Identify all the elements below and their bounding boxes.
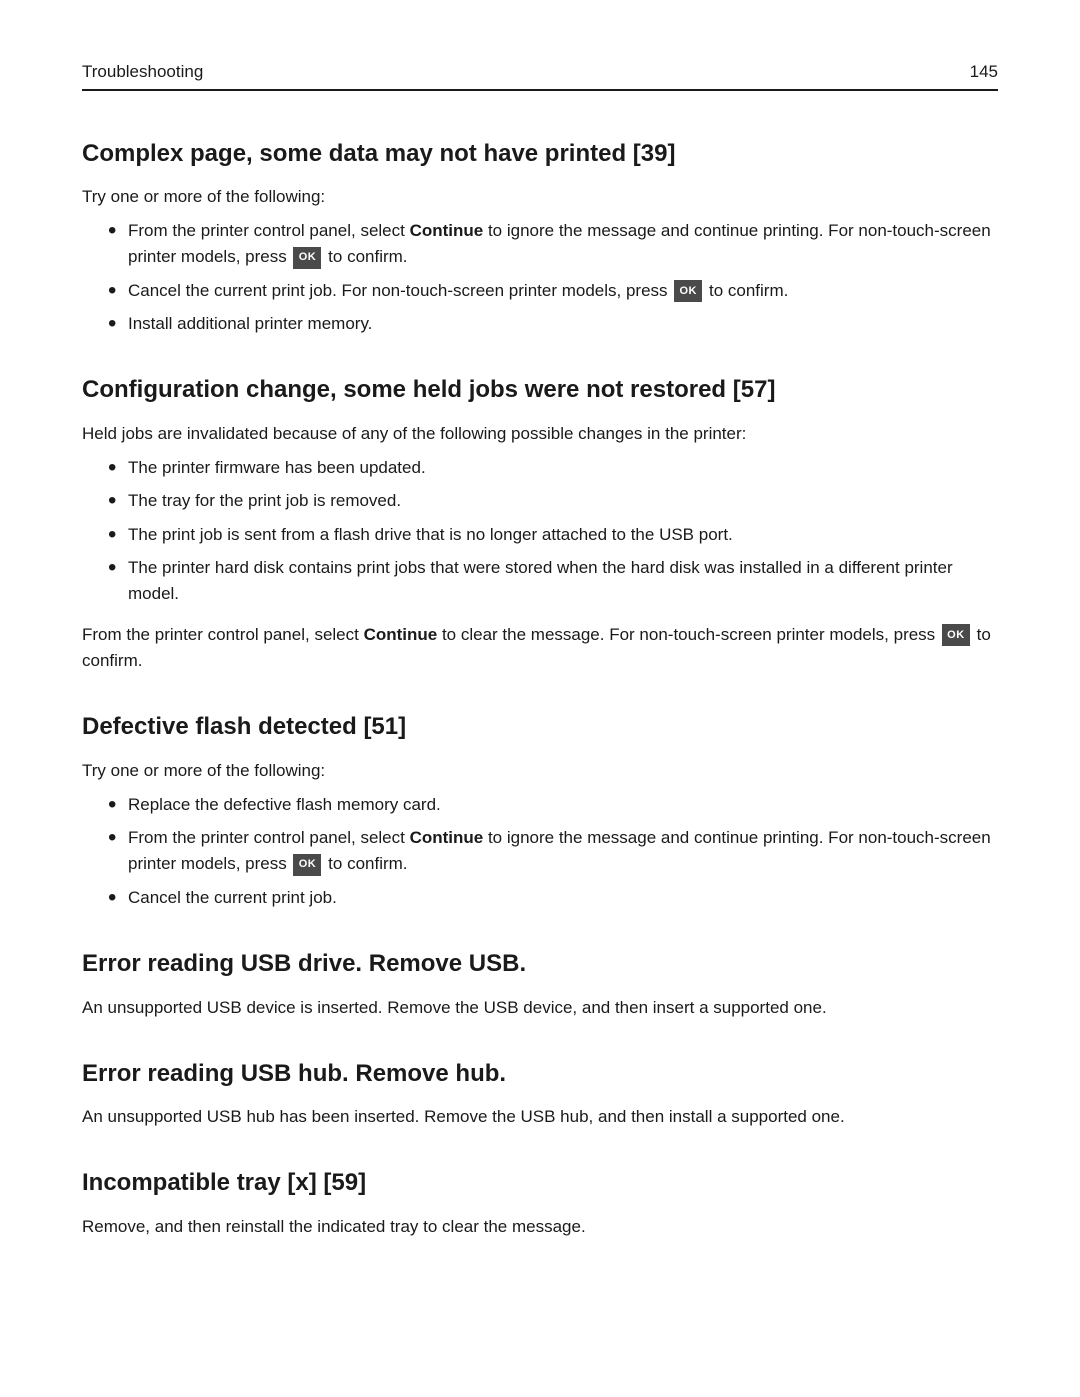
- paragraph: An unsupported USB device is inserted. R…: [82, 996, 998, 1021]
- bold-continue: Continue: [410, 828, 484, 847]
- text: From the printer control panel, select: [82, 625, 364, 644]
- list-text: Cancel the current print job. For non‑to…: [128, 281, 672, 300]
- list-text: From the printer control panel, select: [128, 828, 410, 847]
- heading-defective-flash: Defective flash detected [51]: [82, 710, 998, 745]
- list-item: Install additional printer memory.: [108, 311, 998, 337]
- ok-button-icon: OK: [942, 624, 970, 646]
- list-text: to confirm.: [323, 854, 407, 873]
- intro-text: Try one or more of the following:: [82, 185, 998, 210]
- intro-text: Held jobs are invalidated because of any…: [82, 422, 998, 447]
- heading-incompatible-tray: Incompatible tray [x] [59]: [82, 1166, 998, 1201]
- list-item: From the printer control panel, select C…: [108, 218, 998, 271]
- heading-complex-page: Complex page, some data may not have pri…: [82, 137, 998, 172]
- paragraph: Remove, and then reinstall the indicated…: [82, 1215, 998, 1240]
- bullet-list: From the printer control panel, select C…: [82, 218, 998, 337]
- bold-continue: Continue: [364, 625, 438, 644]
- list-item: The printer hard disk contains print job…: [108, 555, 998, 608]
- list-item: The printer firmware has been updated.: [108, 455, 998, 481]
- intro-text: Try one or more of the following:: [82, 759, 998, 784]
- list-item: Cancel the current print job. For non‑to…: [108, 278, 998, 304]
- heading-config-change: Configuration change, some held jobs wer…: [82, 373, 998, 408]
- list-item: The print job is sent from a flash drive…: [108, 522, 998, 548]
- ok-button-icon: OK: [674, 280, 702, 302]
- header-section: Troubleshooting: [82, 60, 203, 85]
- heading-usb-drive: Error reading USB drive. Remove USB.: [82, 947, 998, 982]
- list-item: Cancel the current print job.: [108, 885, 998, 911]
- paragraph: An unsupported USB hub has been inserted…: [82, 1105, 998, 1130]
- header-page-number: 145: [970, 60, 998, 85]
- ok-button-icon: OK: [293, 854, 321, 876]
- page-header: Troubleshooting 145: [82, 60, 998, 91]
- paragraph: From the printer control panel, select C…: [82, 622, 998, 675]
- list-text: to confirm.: [323, 247, 407, 266]
- bullet-list: Replace the defective flash memory card.…: [82, 792, 998, 911]
- bullet-list: The printer firmware has been updated. T…: [82, 455, 998, 608]
- list-text: From the printer control panel, select: [128, 221, 410, 240]
- text: to clear the message. For non‑touch‑scre…: [437, 625, 940, 644]
- list-item: The tray for the print job is removed.: [108, 488, 998, 514]
- list-text: to confirm.: [704, 281, 788, 300]
- list-item: From the printer control panel, select C…: [108, 825, 998, 878]
- bold-continue: Continue: [410, 221, 484, 240]
- heading-usb-hub: Error reading USB hub. Remove hub.: [82, 1057, 998, 1092]
- ok-button-icon: OK: [293, 247, 321, 269]
- list-item: Replace the defective flash memory card.: [108, 792, 998, 818]
